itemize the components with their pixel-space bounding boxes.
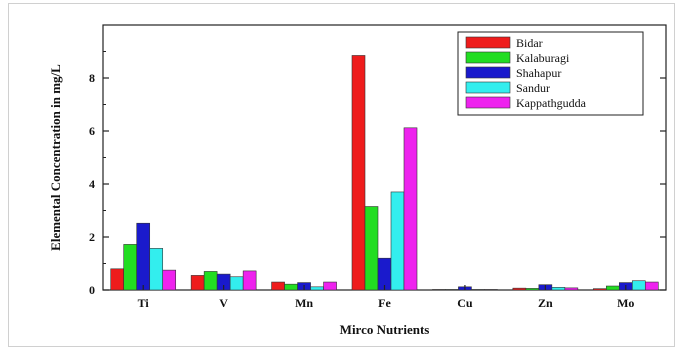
bar-zn-bidar: [512, 287, 527, 291]
bar-zn-kalaburagi: [525, 288, 540, 291]
x-tick-label: Mo: [617, 296, 634, 310]
bar-ti-shahapur: [136, 222, 151, 291]
legend-swatch: [465, 36, 511, 49]
x-axis-title: Mirco Nutrients: [340, 322, 430, 337]
bar-mo-kappathgudda: [644, 281, 659, 291]
bar-fe-sandur: [390, 191, 405, 291]
bar-zn-sandur: [551, 287, 566, 291]
bar-mn-kappathgudda: [323, 281, 337, 291]
y-tick-label: 8: [89, 71, 95, 85]
bar-zn-kappathgudda: [564, 287, 579, 291]
x-tick-label: V: [219, 296, 228, 310]
bar-v-bidar: [190, 275, 205, 291]
legend-label: Shahapur: [516, 66, 561, 80]
bar-mo-sandur: [631, 280, 646, 291]
bar-mn-sandur: [310, 286, 324, 291]
y-tick-label: 0: [89, 283, 95, 297]
bar-v-sandur: [229, 276, 244, 291]
bar-ti-bidar: [110, 268, 125, 291]
bar-ti-kalaburagi: [123, 244, 138, 291]
bar-mn-bidar: [271, 281, 285, 291]
bar-fe-bidar: [351, 55, 366, 291]
bar-v-kappathgudda: [242, 270, 257, 291]
bar-mo-bidar: [592, 288, 607, 291]
legend-label: Sandur: [516, 81, 550, 95]
bars-group: [110, 55, 659, 291]
y-tick-label: 2: [89, 230, 95, 244]
bar-cu-sandur: [471, 289, 485, 291]
bar-v-kalaburagi: [203, 271, 218, 291]
bar-fe-kalaburagi: [364, 206, 379, 291]
legend: BidarKalaburagiShahapurSandurKappathgudd…: [457, 31, 644, 116]
x-tick-label: Ti: [138, 296, 150, 310]
legend-swatch: [465, 81, 511, 94]
bar-fe-kappathgudda: [403, 127, 418, 291]
y-tick-label: 6: [89, 124, 95, 138]
legend-label: Kappathgudda: [516, 96, 587, 110]
legend-swatch: [465, 51, 511, 64]
x-tick-label: Cu: [457, 296, 473, 310]
bar-cu-bidar: [432, 289, 446, 291]
legend-label: Kalaburagi: [516, 51, 570, 65]
bar-mo-kalaburagi: [605, 285, 620, 291]
legend-swatch: [465, 66, 511, 79]
x-tick-label: Zn: [538, 296, 553, 310]
x-axis: Ti V Mn Fe Cu Zn Mo: [138, 285, 634, 310]
y-axis: 0 2 4 6 8: [89, 51, 666, 297]
bar-ti-sandur: [149, 248, 164, 291]
bar-mn-kalaburagi: [284, 283, 298, 291]
bar-cu-kalaburagi: [445, 289, 459, 291]
y-axis-title: Elemental Concentration in mg/L: [48, 64, 63, 251]
legend-label: Bidar: [516, 36, 543, 50]
legend-swatch: [465, 96, 511, 109]
y-tick-label: 4: [89, 177, 95, 191]
bar-cu-kappathgudda: [484, 289, 498, 291]
x-tick-label: Fe: [378, 296, 391, 310]
x-tick-label: Mn: [295, 296, 313, 310]
bar-ti-kappathgudda: [162, 269, 177, 291]
